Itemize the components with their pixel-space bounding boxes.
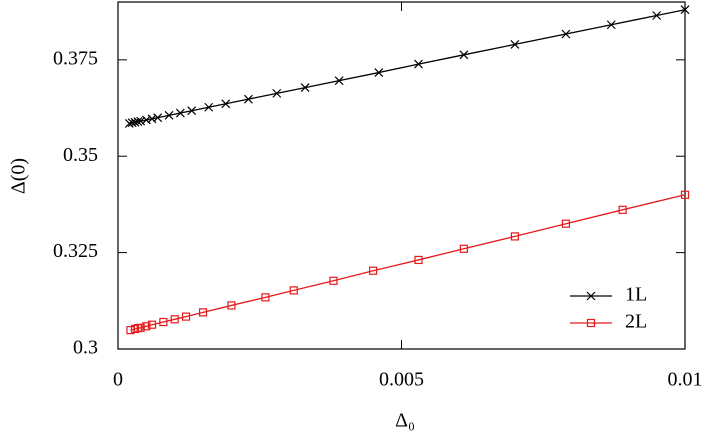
x-axis-label: Δ₀: [395, 410, 415, 432]
x-tick-label: 0.01: [668, 369, 703, 391]
point-marker: [334, 76, 344, 86]
point-marker: [221, 99, 231, 109]
point-marker: [374, 68, 384, 77]
point-marker: [300, 83, 310, 93]
point-marker: [159, 317, 168, 327]
point-marker: [147, 320, 157, 329]
point-marker: [272, 88, 282, 98]
point-marker: [289, 286, 298, 295]
point-marker: [414, 255, 423, 265]
point-marker: [606, 20, 616, 30]
plot-frame: [117, 1, 686, 350]
point-marker: [130, 324, 140, 334]
series-line: [129, 9, 686, 125]
y-tick-label: 0.375: [53, 47, 98, 69]
legend-label: 2L: [625, 311, 647, 333]
point-marker: [652, 11, 662, 20]
point-marker: [227, 301, 236, 310]
point-marker: [164, 110, 174, 120]
point-marker: [618, 205, 627, 214]
point-marker: [510, 232, 519, 241]
point-marker: [561, 29, 571, 39]
point-marker: [204, 102, 214, 112]
point-marker: [680, 190, 690, 199]
point-marker: [181, 312, 191, 321]
point-marker: [133, 117, 143, 126]
y-axis-label: Δ(0): [8, 158, 30, 194]
legend-marker: [586, 318, 596, 328]
point-marker: [142, 322, 151, 331]
y-tick-label: 0.35: [63, 144, 98, 166]
legend-marker: [586, 291, 596, 301]
point-marker: [198, 308, 208, 317]
point-marker: [261, 293, 270, 302]
point-marker: [329, 276, 338, 285]
point-marker: [680, 5, 690, 15]
point-marker: [187, 106, 197, 116]
point-marker: [561, 219, 571, 228]
x-tick-label: 0.005: [379, 369, 424, 391]
point-marker: [170, 315, 179, 324]
point-marker: [136, 323, 145, 332]
legend-label: 1L: [625, 284, 647, 306]
point-marker: [459, 244, 468, 253]
point-marker: [153, 113, 163, 123]
point-marker: [414, 59, 423, 69]
y-tick-label: 0.325: [53, 240, 98, 262]
point-marker: [369, 266, 378, 275]
point-marker: [459, 50, 469, 60]
point-marker: [243, 94, 253, 104]
series-line: [130, 194, 686, 331]
point-marker: [175, 108, 185, 118]
x-tick-label: 0: [113, 369, 123, 391]
point-marker: [510, 39, 520, 49]
y-tick-label: 0.3: [73, 337, 98, 359]
